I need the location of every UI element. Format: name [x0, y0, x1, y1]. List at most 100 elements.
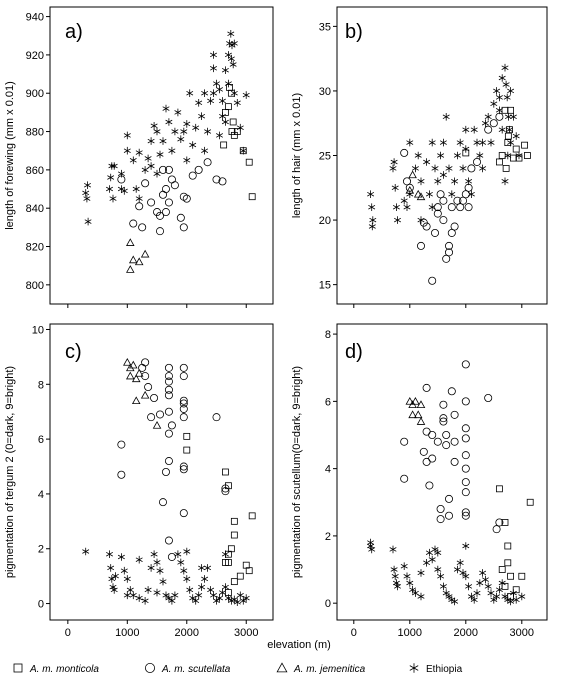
data-point-asterisk — [501, 63, 509, 72]
data-point-asterisk — [389, 164, 397, 173]
data-point-asterisk — [159, 137, 167, 145]
data-point-asterisk — [470, 596, 478, 604]
data-point-asterisk — [400, 562, 408, 570]
data-point-asterisk — [201, 146, 209, 155]
data-point-square — [495, 158, 503, 166]
legend-label: A. m. jemenitica — [293, 664, 366, 675]
data-point-circle — [164, 429, 173, 438]
data-point-asterisk — [439, 138, 447, 147]
data-point-circle — [164, 363, 173, 372]
data-point-asterisk — [470, 125, 478, 134]
data-point-circle — [444, 248, 453, 257]
data-point-asterisk — [106, 185, 113, 193]
data-point-asterisk — [439, 171, 447, 179]
data-point-asterisk — [120, 566, 128, 575]
data-point-asterisk — [403, 203, 411, 211]
data-point-asterisk — [459, 569, 467, 577]
data-point-asterisk — [150, 122, 158, 130]
data-point-circle — [179, 465, 188, 474]
data-point-asterisk — [428, 203, 436, 211]
data-point-asterisk — [233, 598, 241, 606]
data-point-asterisk — [495, 93, 503, 102]
y-tick-label: 6 — [38, 434, 44, 446]
data-point-circle — [442, 441, 451, 450]
data-point-asterisk — [195, 99, 203, 107]
data-point-asterisk — [512, 596, 520, 604]
data-point-asterisk — [183, 547, 191, 556]
x-tick-label: 1000 — [115, 627, 139, 639]
data-point-circle — [179, 372, 188, 381]
data-point-asterisk — [453, 151, 461, 160]
data-point-asterisk — [504, 113, 512, 121]
data-point-triangle — [134, 257, 144, 266]
data-point-circle — [164, 372, 173, 381]
data-point-circle — [422, 383, 431, 392]
data-point-circle — [188, 171, 197, 180]
data-point-asterisk — [183, 575, 191, 583]
data-point-asterisk — [403, 572, 411, 581]
data-point-triangle — [413, 189, 423, 198]
data-point-asterisk — [180, 566, 188, 575]
data-point-asterisk — [431, 164, 439, 173]
panel-label: d) — [345, 341, 363, 363]
data-point-circle — [161, 208, 170, 217]
data-point-asterisk — [476, 579, 484, 587]
data-point-asterisk — [224, 79, 232, 88]
data-point-asterisk — [406, 190, 414, 198]
data-point-circle — [444, 241, 453, 250]
data-point-asterisk — [195, 591, 203, 600]
data-point-asterisk — [451, 177, 459, 186]
data-point-square — [507, 106, 515, 114]
data-point-asterisk — [462, 125, 470, 134]
data-point-asterisk — [117, 185, 125, 193]
data-point-triangle — [416, 192, 426, 201]
data-point-square — [229, 118, 237, 126]
data-point-triangle — [131, 396, 141, 405]
data-point-asterisk — [227, 30, 235, 38]
data-point-square — [222, 559, 229, 566]
data-point-asterisk — [153, 558, 161, 567]
data-point-asterisk — [186, 586, 194, 594]
data-point-asterisk — [411, 164, 419, 173]
y-tick-label: 10 — [32, 324, 44, 336]
data-point-circle — [179, 462, 188, 471]
data-point-square — [502, 165, 510, 172]
data-point-asterisk — [462, 572, 470, 581]
legend-marker-asterisk — [409, 663, 419, 673]
data-point-square — [233, 128, 241, 135]
data-point-circle — [495, 112, 504, 121]
data-point-asterisk — [400, 196, 408, 205]
data-point-circle — [161, 185, 170, 194]
data-point-triangle — [126, 238, 135, 246]
data-point-circle — [150, 393, 159, 402]
data-point-asterisk — [192, 123, 200, 132]
data-point-square — [228, 128, 236, 135]
y-tick-label: 800 — [26, 280, 44, 292]
data-point-asterisk — [437, 151, 445, 160]
data-point-asterisk — [423, 559, 431, 567]
data-point-circle — [433, 203, 442, 212]
data-point-circle — [221, 484, 230, 493]
data-point-asterisk — [180, 127, 188, 136]
data-point-square — [222, 108, 229, 116]
data-point-asterisk — [117, 169, 125, 178]
y-tick-label: 0 — [38, 599, 44, 611]
y-axis-label: length of forewing (mm x 0.01) — [4, 81, 16, 230]
data-point-asterisk — [481, 119, 489, 127]
data-point-circle — [461, 397, 470, 406]
data-point-asterisk — [484, 113, 492, 121]
data-point-triangle — [126, 371, 135, 380]
data-point-asterisk — [107, 564, 115, 572]
data-point-asterisk — [493, 592, 501, 601]
data-point-asterisk — [445, 592, 453, 601]
data-point-asterisk — [467, 190, 475, 198]
data-point-asterisk — [109, 194, 117, 203]
data-point-asterisk — [162, 591, 170, 600]
data-point-square — [512, 145, 520, 153]
data-point-asterisk — [111, 572, 119, 580]
data-point-circle — [179, 404, 188, 413]
data-point-circle — [467, 164, 476, 173]
data-point-asterisk — [484, 582, 492, 591]
data-point-triangle — [416, 400, 426, 409]
data-point-circle — [179, 363, 188, 372]
